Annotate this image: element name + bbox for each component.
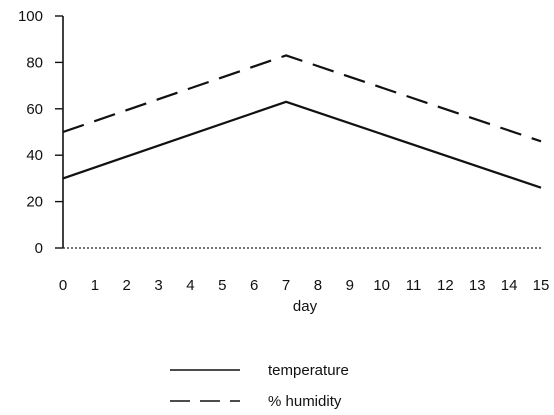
x-tick-label: 7 <box>282 277 290 294</box>
x-tick-label: 11 <box>406 277 422 294</box>
y-tick-label: 100 <box>18 8 43 25</box>
x-tick-label: 14 <box>501 277 518 294</box>
x-tick-label: 15 <box>533 277 550 294</box>
y-tick-label: 0 <box>35 240 43 257</box>
x-tick-label: 8 <box>314 277 322 294</box>
x-tick-label: 3 <box>154 277 162 294</box>
x-tick-label: 5 <box>218 277 226 294</box>
x-tick-label: 2 <box>123 277 131 294</box>
legend-label-humidity: % humidity <box>268 393 342 410</box>
x-tick-label: 4 <box>186 277 194 294</box>
y-tick-label: 40 <box>26 147 43 164</box>
x-axis-title: day <box>293 298 318 315</box>
x-tick-label: 10 <box>373 277 390 294</box>
x-tick-label: 12 <box>437 277 454 294</box>
legend: temperature % humidity <box>170 362 349 410</box>
plot-area <box>62 54 542 189</box>
x-tick-label: 13 <box>469 277 486 294</box>
x-tick-label: 6 <box>250 277 258 294</box>
y-tick-label: 20 <box>26 194 43 211</box>
x-tick-label: 1 <box>91 277 99 294</box>
y-tick-label: 80 <box>26 54 43 71</box>
series-line-temperature <box>62 100 542 189</box>
x-axis: 0 1 2 3 4 5 6 7 8 9 10 11 12 13 14 15 <box>59 247 550 294</box>
series-line-humidity <box>62 54 542 143</box>
y-axis: 0 20 40 60 80 100 <box>18 8 64 257</box>
legend-label-temperature: temperature <box>268 362 349 379</box>
y-tick-label: 60 <box>26 101 43 118</box>
x-tick-label: 0 <box>59 277 67 294</box>
x-tick-label: 9 <box>346 277 354 294</box>
